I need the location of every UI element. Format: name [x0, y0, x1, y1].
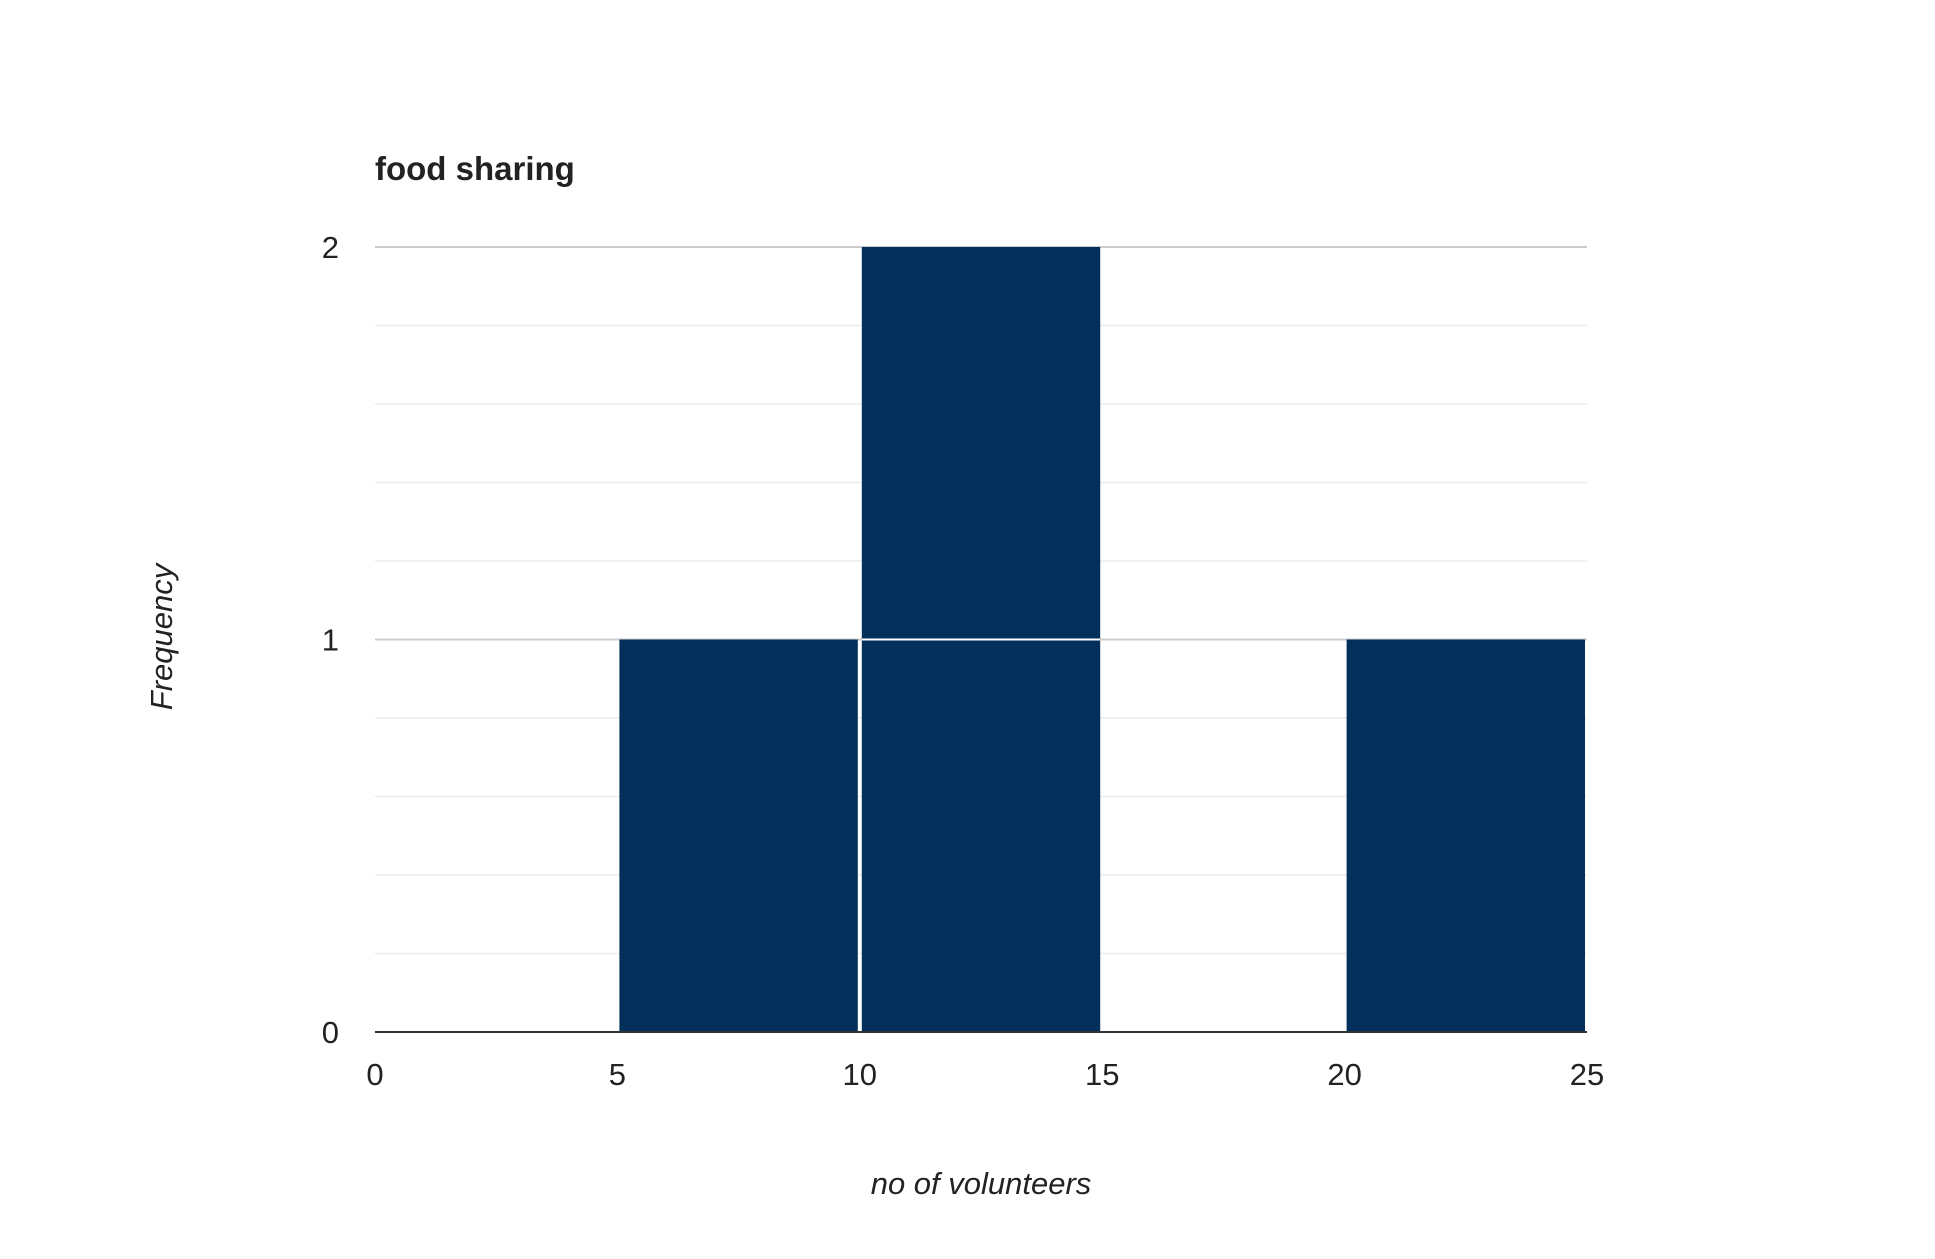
x-tick-label: 0 [366, 1057, 383, 1092]
x-tick-label: 25 [1570, 1057, 1604, 1092]
x-tick-label: 15 [1085, 1057, 1119, 1092]
y-tick-label: 1 [322, 623, 339, 658]
x-tick-label: 10 [843, 1057, 877, 1092]
x-tick-label: 5 [609, 1057, 626, 1092]
x-axis-title: no of volunteers [871, 1166, 1092, 1201]
x-tick-label: 20 [1327, 1057, 1361, 1092]
y-axis-tick-labels: 0 1 2 [322, 230, 339, 1050]
y-tick-label: 0 [322, 1015, 339, 1050]
y-axis-title: Frequency [144, 561, 179, 710]
histogram-bar-20-25 [1346, 639, 1585, 1032]
x-axis-tick-labels: 0 5 10 15 20 25 [366, 1057, 1604, 1092]
histogram-bar-5-10 [619, 639, 858, 1032]
y-tick-label: 2 [322, 230, 339, 265]
chart-title: food sharing [375, 150, 575, 187]
